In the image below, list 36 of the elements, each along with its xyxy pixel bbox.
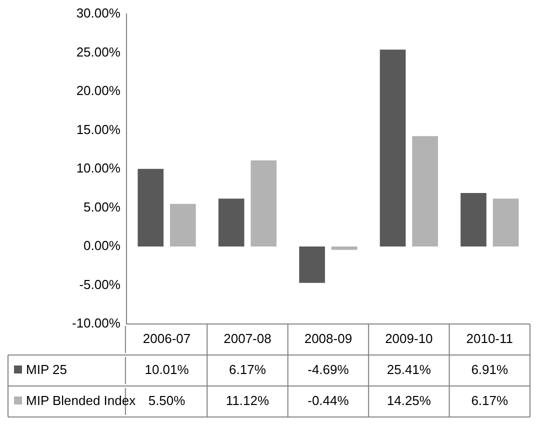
bar xyxy=(412,136,438,246)
x-tick-label: 2006-07 xyxy=(142,331,191,346)
bar xyxy=(299,246,325,283)
bar xyxy=(380,50,406,246)
data-label: 6.91% xyxy=(471,362,509,378)
x-tick-label: 2010-11 xyxy=(466,331,514,346)
bar xyxy=(250,160,277,246)
y-tick-label: 0.00% xyxy=(84,238,121,254)
y-tick-label: 5.00% xyxy=(84,199,121,214)
bar xyxy=(170,204,196,246)
x-tick-label: 2008-09 xyxy=(304,331,352,346)
bar xyxy=(460,192,486,246)
y-tick-label: 25.00% xyxy=(76,44,121,60)
data-label: 10.01% xyxy=(144,362,190,378)
y-tick-label: -10.00% xyxy=(72,316,121,331)
y-tick-label: 20.00% xyxy=(76,83,121,98)
legend-label: MIP 25 xyxy=(26,362,67,378)
data-label: 14.25% xyxy=(386,393,432,408)
data-label: -4.69% xyxy=(308,362,350,378)
bar xyxy=(492,198,519,246)
data-label: 11.12% xyxy=(226,393,270,408)
data-label: 25.41% xyxy=(386,362,432,378)
data-label: -0.44% xyxy=(308,393,350,408)
data-label: 5.50% xyxy=(148,393,186,408)
data-label: 6.17% xyxy=(229,362,266,378)
y-tick-label: 10.00% xyxy=(76,160,121,176)
bar xyxy=(331,246,358,250)
y-tick-label: 15.00% xyxy=(76,122,121,137)
y-tick-label: 30.00% xyxy=(76,6,121,21)
x-tick-label: 2007-08 xyxy=(224,331,272,346)
bar xyxy=(138,168,164,246)
y-tick-label: -5.00% xyxy=(79,276,121,292)
x-tick-label: 2009-10 xyxy=(385,331,433,346)
legend-label: MIP Blended Index xyxy=(26,393,136,408)
data-label: 6.17% xyxy=(471,393,509,408)
bar xyxy=(218,198,244,246)
